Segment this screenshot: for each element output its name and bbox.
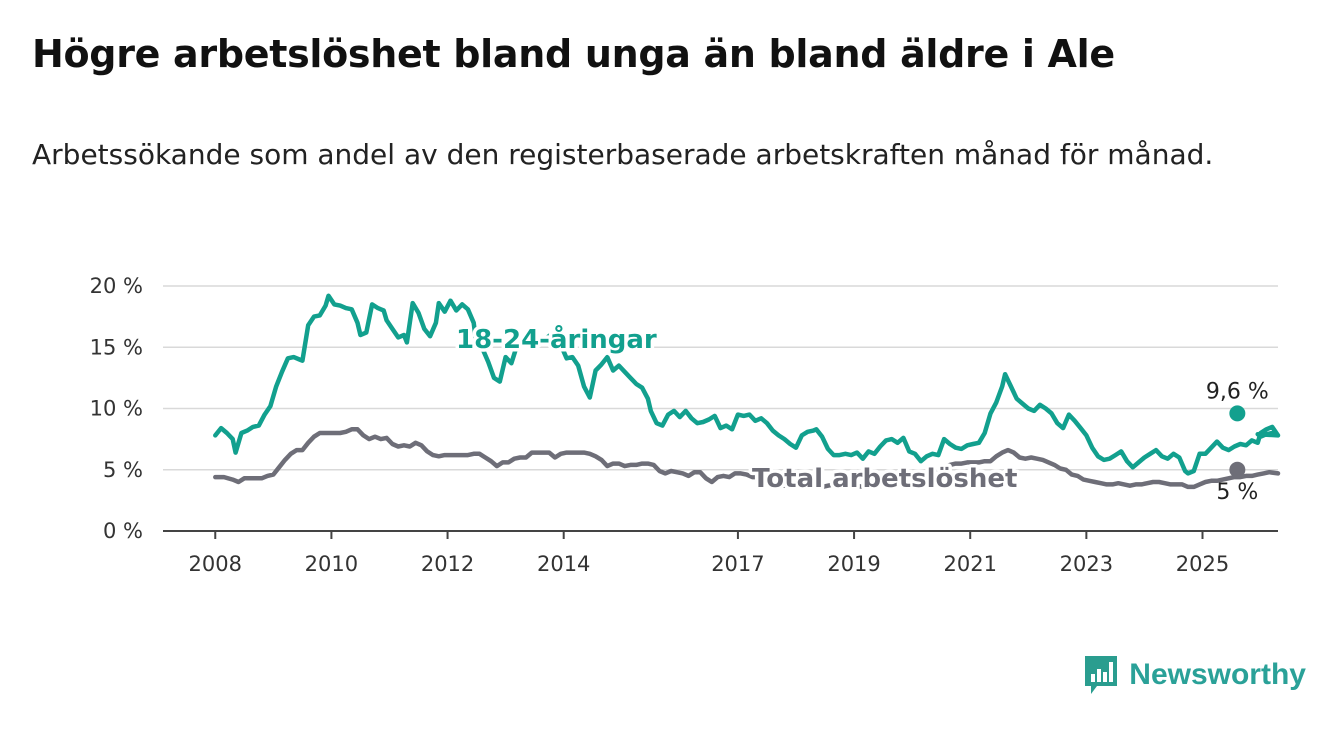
brand-logo: Newsworthy: [1083, 654, 1306, 696]
brand-name: Newsworthy: [1129, 658, 1306, 691]
x-tick-label: 2023: [1060, 552, 1113, 576]
x-tick-label: 2017: [711, 552, 764, 576]
x-tick-label: 2008: [189, 552, 242, 576]
x-tick-label: 2021: [943, 552, 996, 576]
y-tick-label: 10 %: [90, 397, 143, 421]
x-tick-label: 2010: [305, 552, 358, 576]
newsworthy-logo-icon: [1085, 656, 1118, 694]
page-subtitle: Arbetssökande som andel av den registerb…: [32, 138, 1214, 171]
x-tick-label: 2012: [421, 552, 474, 576]
series-line-total: [213, 427, 1281, 491]
series-line-young: [213, 293, 1281, 476]
end-label-total: 5 %: [1216, 480, 1258, 505]
y-tick-label: 15 %: [90, 335, 143, 359]
x-axis-ticks: 2008 2010 2012 2014 2017 2019 2021 2023 2025: [189, 531, 1229, 576]
end-label-young: 9,6 %: [1206, 379, 1269, 404]
page-title: Högre arbetslöshet bland unga än bland ä…: [32, 32, 1115, 76]
series-label-young: 18-24-åringar: [456, 323, 657, 355]
endpoint-total: [1229, 461, 1246, 478]
y-tick-label: 0 %: [103, 519, 143, 543]
y-axis-ticks: 0 % 5 % 10 % 15 % 20 %: [90, 274, 143, 543]
grid-lines: [163, 285, 1278, 532]
x-tick-label: 2014: [537, 552, 590, 576]
series-lines: [213, 293, 1281, 491]
x-tick-label: 2019: [827, 552, 880, 576]
x-tick-label: 2025: [1176, 552, 1229, 576]
series-labels: 9,6 % 5 % 18-24-åringar Total arbetslöshet: [453, 320, 1269, 505]
y-tick-label: 5 %: [103, 458, 143, 482]
endpoint-young: [1229, 405, 1246, 422]
series-label-total: Total arbetslöshet: [752, 464, 1017, 494]
y-tick-label: 20 %: [90, 274, 143, 298]
